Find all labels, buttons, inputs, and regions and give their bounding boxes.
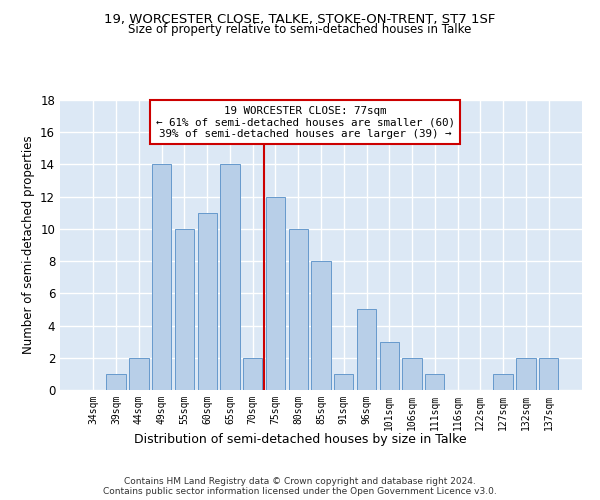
Bar <box>197 213 217 390</box>
Bar <box>357 310 376 390</box>
Bar <box>380 342 399 390</box>
Text: Size of property relative to semi-detached houses in Talke: Size of property relative to semi-detach… <box>128 22 472 36</box>
Bar <box>311 261 331 390</box>
Bar <box>266 196 285 390</box>
Bar <box>493 374 513 390</box>
Bar <box>289 229 308 390</box>
Bar <box>220 164 239 390</box>
Bar <box>129 358 149 390</box>
Text: Contains HM Land Registry data © Crown copyright and database right 2024.: Contains HM Land Registry data © Crown c… <box>124 478 476 486</box>
Bar <box>175 229 194 390</box>
Bar <box>425 374 445 390</box>
Text: Distribution of semi-detached houses by size in Talke: Distribution of semi-detached houses by … <box>134 432 466 446</box>
Bar <box>106 374 126 390</box>
Bar <box>403 358 422 390</box>
Text: Contains public sector information licensed under the Open Government Licence v3: Contains public sector information licen… <box>103 488 497 496</box>
Bar <box>516 358 536 390</box>
Text: 19 WORCESTER CLOSE: 77sqm
← 61% of semi-detached houses are smaller (60)
39% of : 19 WORCESTER CLOSE: 77sqm ← 61% of semi-… <box>156 106 455 139</box>
Y-axis label: Number of semi-detached properties: Number of semi-detached properties <box>22 136 35 354</box>
Bar <box>539 358 558 390</box>
Bar <box>152 164 172 390</box>
Text: 19, WORCESTER CLOSE, TALKE, STOKE-ON-TRENT, ST7 1SF: 19, WORCESTER CLOSE, TALKE, STOKE-ON-TRE… <box>104 12 496 26</box>
Bar <box>334 374 353 390</box>
Bar <box>243 358 262 390</box>
